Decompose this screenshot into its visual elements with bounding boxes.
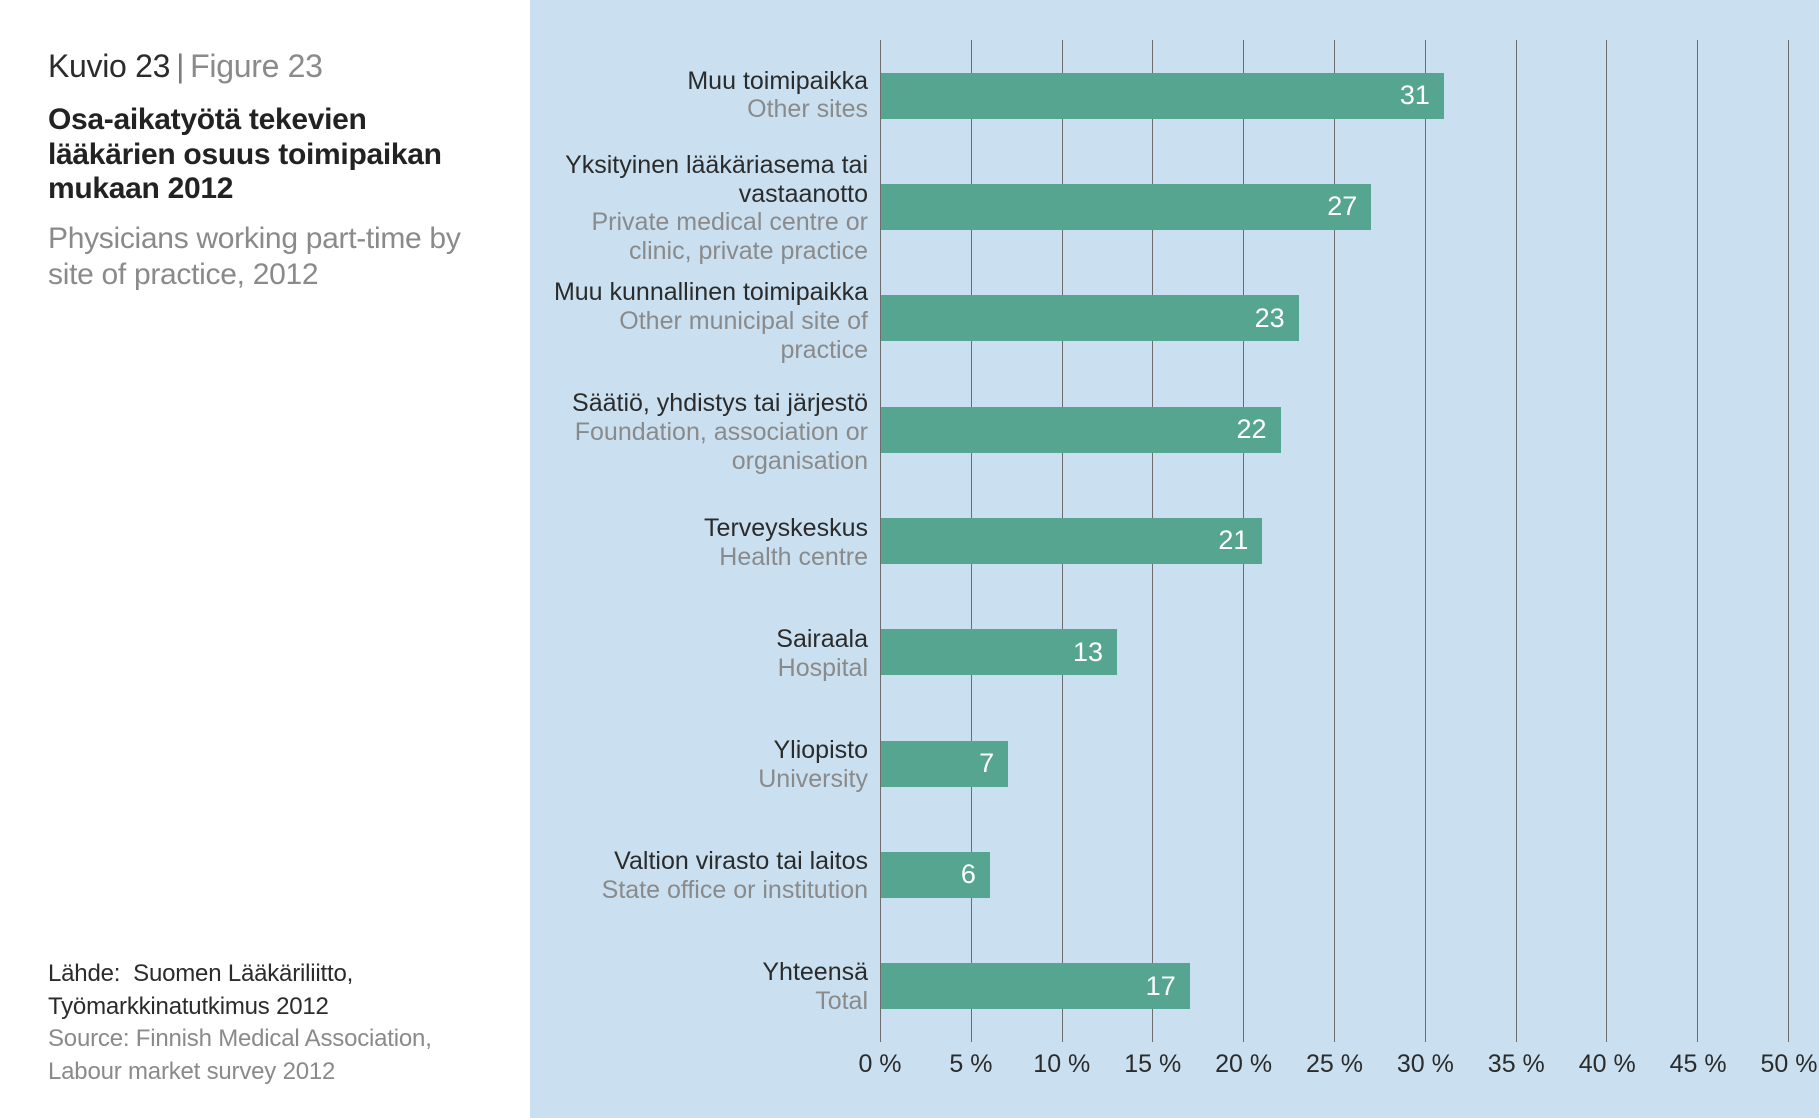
category-label-row: Muu toimipaikkaOther sites	[530, 40, 868, 151]
category-label-fi: Muu kunnallinen toimipaikka	[554, 278, 868, 307]
title-en: Physicians working part-time by site of …	[48, 221, 490, 293]
bar: 31	[881, 73, 1444, 119]
bar: 13	[881, 629, 1117, 675]
category-label-row: YliopistoUniversity	[530, 709, 868, 820]
bar: 27	[881, 184, 1371, 230]
x-tick-label: 35 %	[1488, 1050, 1545, 1079]
bar-row: 17	[881, 931, 1789, 1042]
category-label-en: Other municipal site of practice	[530, 307, 868, 365]
bar: 23	[881, 295, 1299, 341]
x-tick-label: 40 %	[1579, 1050, 1636, 1079]
category-label-fi: Yliopisto	[774, 736, 869, 765]
category-label: TerveyskeskusHealth centre	[530, 514, 868, 572]
chart-panel: Muu toimipaikkaOther sites Yksityinen lää…	[530, 0, 1819, 1118]
category-label: YhteensäTotal	[530, 958, 868, 1016]
bar-row: 22	[881, 374, 1789, 485]
bar-row: 6	[881, 819, 1789, 930]
category-label-row: Säätiö, yhdistys tai järjestöFoundation,…	[530, 377, 868, 488]
category-label-fi: Muu toimipaikka	[687, 67, 868, 96]
figure-label: Kuvio 23|Figure 23	[48, 48, 490, 85]
category-label-en: Private medical centre or clinic, privat…	[530, 208, 868, 266]
category-label-en: Total	[815, 987, 868, 1016]
category-label-row: SairaalaHospital	[530, 599, 868, 710]
source-fi: Lähde: Suomen Lääkäriliitto, Työmarkkina…	[48, 958, 490, 1023]
chart-area: Muu toimipaikkaOther sites Yksityinen lää…	[530, 40, 1789, 1042]
category-label-row: Valtion virasto tai laitosState office o…	[530, 820, 868, 931]
category-label-en: Other sites	[747, 95, 868, 124]
bar-row: 21	[881, 485, 1789, 596]
x-tick-label: 0 %	[858, 1050, 901, 1079]
category-label: Muu kunnallinen toimipaikkaOther municip…	[530, 278, 868, 364]
figure-label-en: Figure 23	[190, 48, 323, 84]
bar-row: 7	[881, 708, 1789, 819]
category-label-fi: Yhteensä	[762, 958, 868, 987]
bar: 7	[881, 741, 1008, 787]
category-label-row: TerveyskeskusHealth centre	[530, 488, 868, 599]
x-tick-label: 25 %	[1306, 1050, 1363, 1079]
x-tick-label: 15 %	[1124, 1050, 1181, 1079]
bar: 21	[881, 518, 1262, 564]
category-label: Säätiö, yhdistys tai järjestöFoundation,…	[530, 389, 868, 475]
y-axis-labels: Muu toimipaikkaOther sites Yksityinen lää…	[530, 40, 880, 1042]
category-label-row: Yksityinen lääkäriasema tai vastaanottoP…	[530, 151, 868, 266]
bar-row: 23	[881, 263, 1789, 374]
category-label: Muu toimipaikkaOther sites	[530, 67, 868, 125]
source-fi-label: Lähde:	[48, 960, 120, 987]
source-block: Lähde: Suomen Lääkäriliitto, Työmarkkina…	[48, 958, 490, 1088]
source-en: Source: Finnish Medical Association, Lab…	[48, 1023, 490, 1088]
category-label-en: Health centre	[719, 543, 868, 572]
category-label: Yksityinen lääkäriasema tai vastaanottoP…	[530, 151, 868, 266]
x-tick-label: 5 %	[949, 1050, 992, 1079]
bar: 6	[881, 852, 990, 898]
source-en-label: Source:	[48, 1025, 129, 1052]
plot-area: 31 27 23 22 21 13 7 6 17	[880, 40, 1789, 1042]
category-label-en: State office or institution	[602, 876, 868, 905]
figure-container: Kuvio 23|Figure 23 Osa-aikatyötä tekevie…	[0, 0, 1819, 1118]
x-axis-ticks: 0 %5 %10 %15 %20 %25 %30 %35 %40 %45 %50…	[880, 1042, 1789, 1098]
category-label-row: Muu kunnallinen toimipaikkaOther municip…	[530, 266, 868, 377]
figure-label-fi: Kuvio 23	[48, 48, 170, 84]
bar-row: 27	[881, 151, 1789, 262]
category-label-fi: Valtion virasto tai laitos	[614, 847, 868, 876]
header-block: Kuvio 23|Figure 23 Osa-aikatyötä tekevie…	[48, 48, 490, 293]
category-label-row: YhteensäTotal	[530, 931, 868, 1042]
bar-row: 31	[881, 40, 1789, 151]
left-panel: Kuvio 23|Figure 23 Osa-aikatyötä tekevie…	[0, 0, 530, 1118]
x-tick-label: 45 %	[1670, 1050, 1727, 1079]
title-fi: Osa-aikatyötä tekevien lääkärien osuus t…	[48, 103, 490, 207]
category-label-fi: Terveyskeskus	[704, 514, 868, 543]
figure-label-separator: |	[176, 48, 184, 84]
bar: 22	[881, 407, 1281, 453]
category-label-fi: Säätiö, yhdistys tai järjestö	[572, 389, 868, 418]
category-label-en: Hospital	[778, 654, 868, 683]
category-label-en: Foundation, association or organisation	[530, 418, 868, 476]
bar: 17	[881, 963, 1190, 1009]
category-label-en: University	[758, 765, 868, 794]
category-label-fi: Sairaala	[776, 625, 868, 654]
x-tick-label: 50 %	[1761, 1050, 1818, 1079]
category-label-fi: Yksityinen lääkäriasema tai vastaanotto	[530, 151, 868, 209]
x-tick-label: 20 %	[1215, 1050, 1272, 1079]
x-axis: 0 %5 %10 %15 %20 %25 %30 %35 %40 %45 %50…	[530, 1042, 1789, 1098]
x-tick-label: 10 %	[1033, 1050, 1090, 1079]
category-label: YliopistoUniversity	[530, 736, 868, 794]
bars-container: 31 27 23 22 21 13 7 6 17	[881, 40, 1789, 1042]
x-tick-label: 30 %	[1397, 1050, 1454, 1079]
category-label: Valtion virasto tai laitosState office o…	[530, 847, 868, 905]
category-label: SairaalaHospital	[530, 625, 868, 683]
bar-row: 13	[881, 597, 1789, 708]
